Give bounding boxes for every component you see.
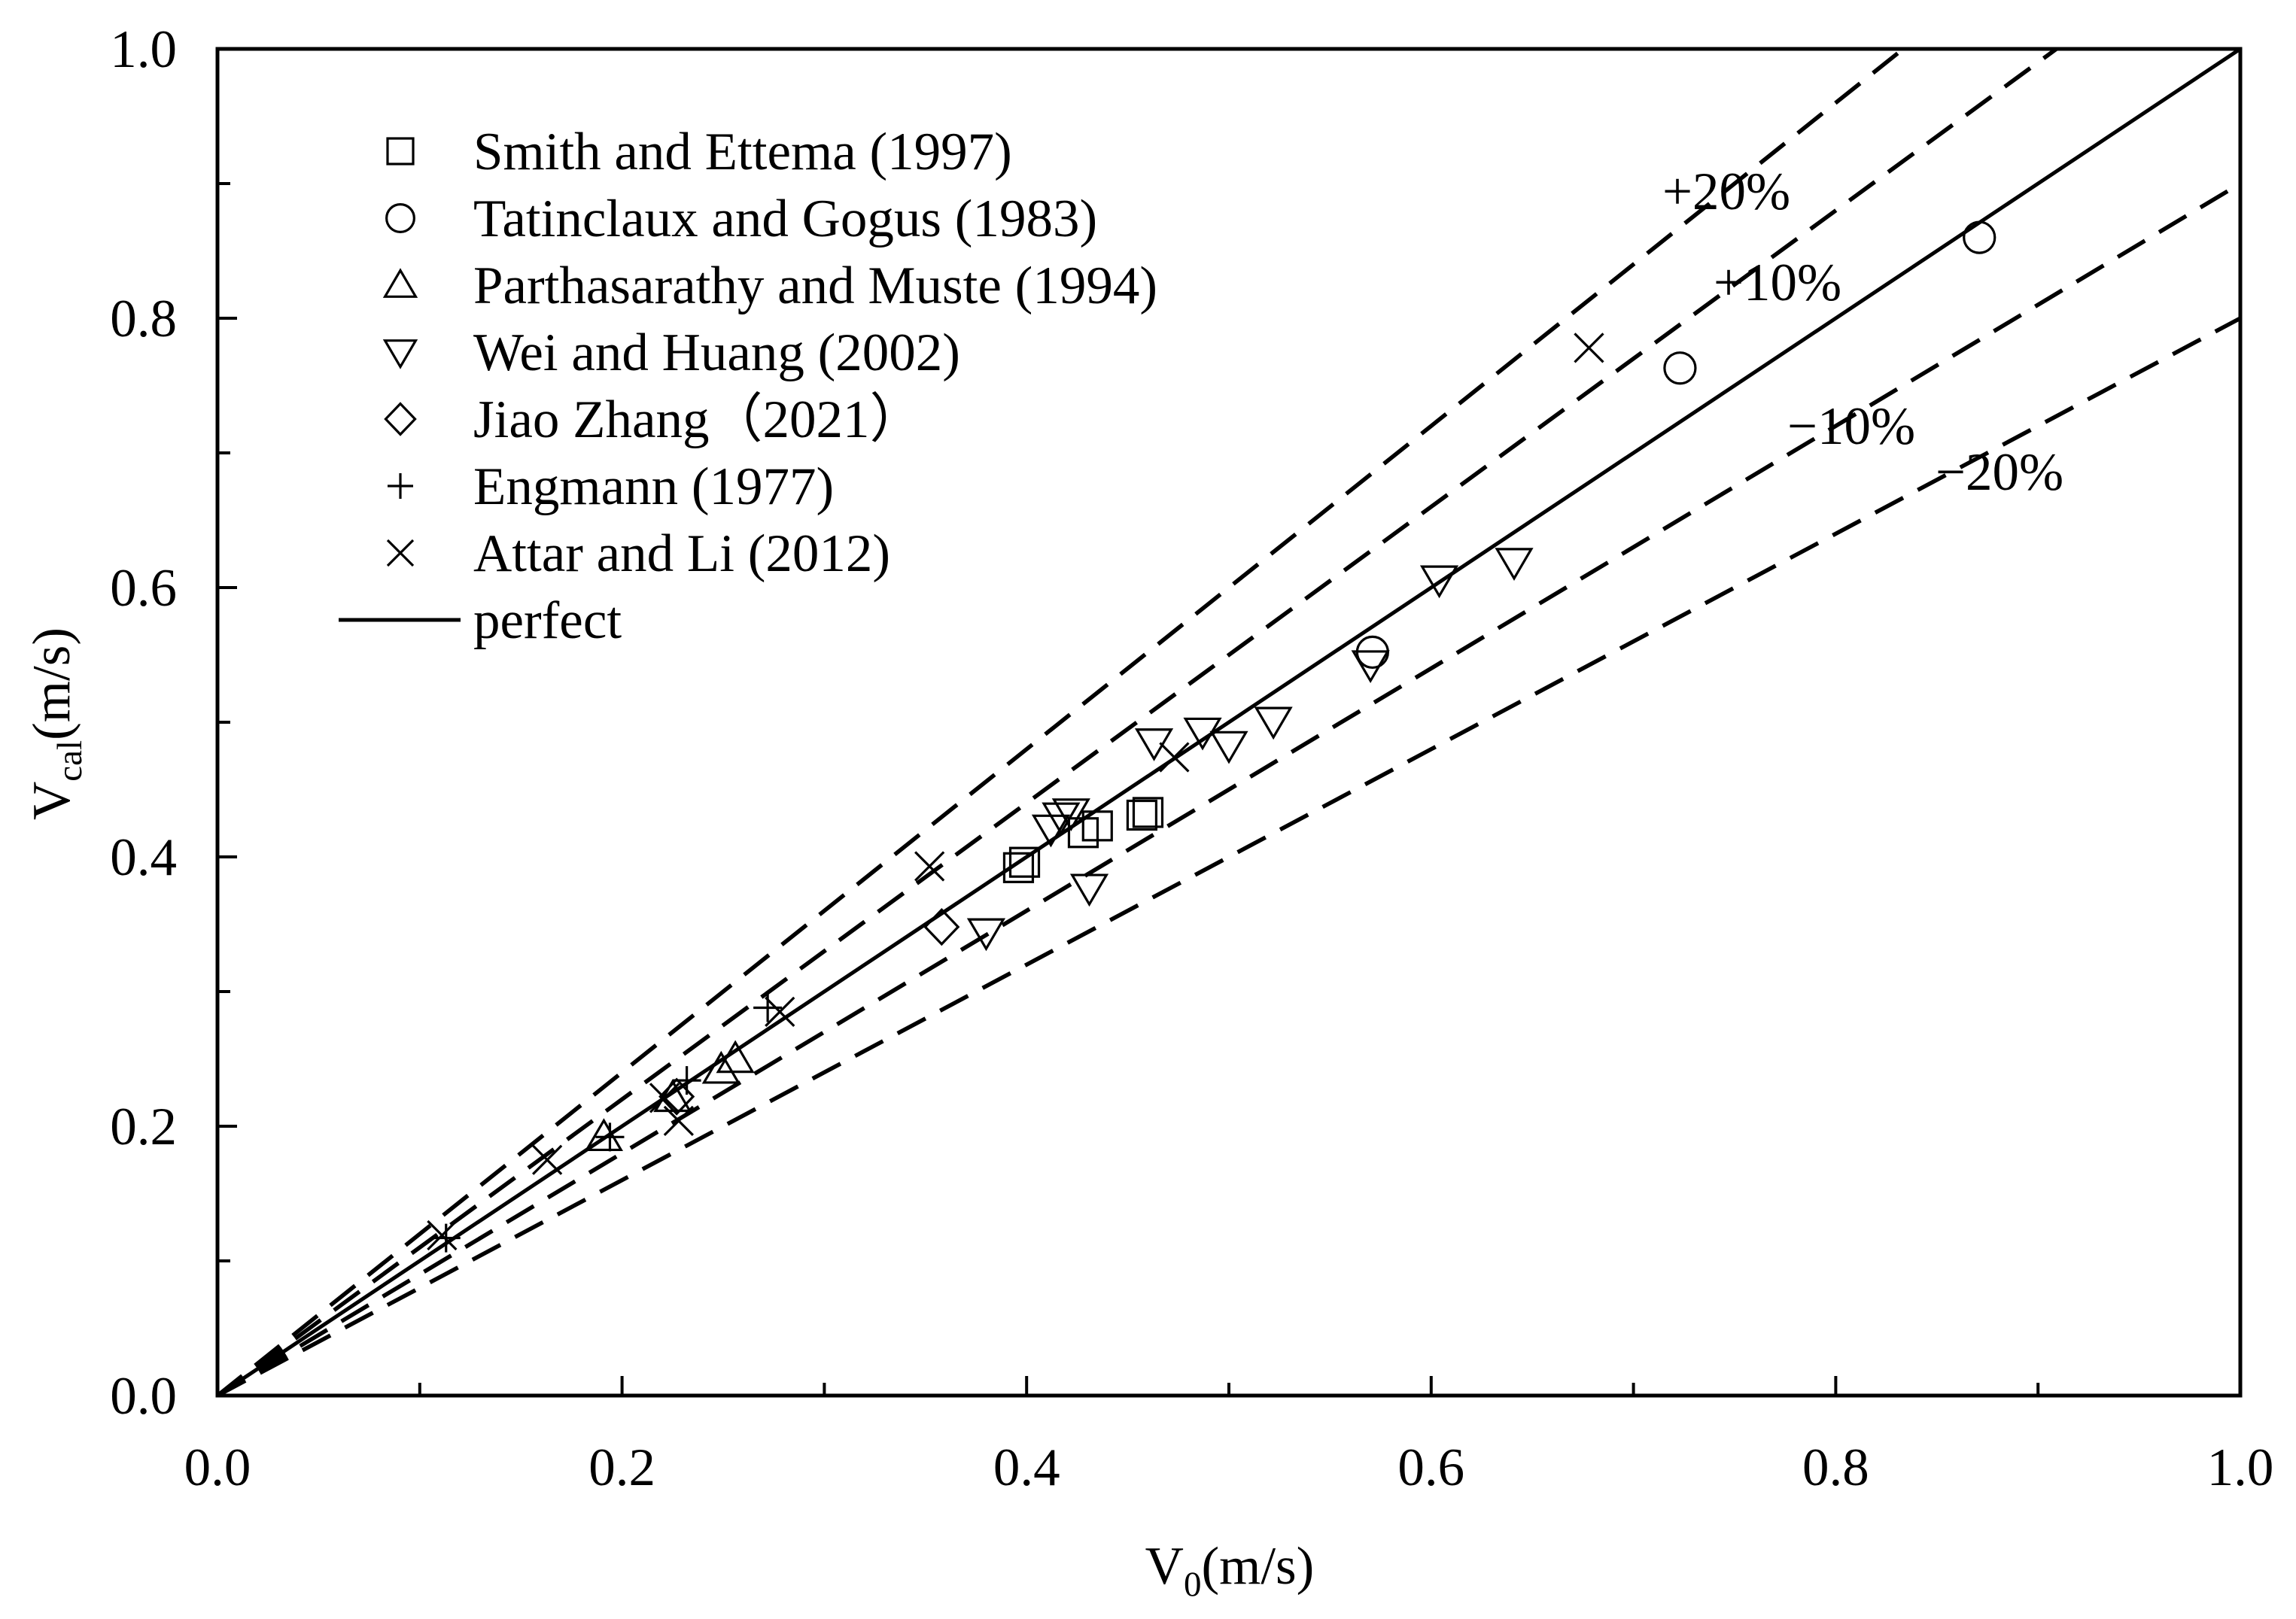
x-axis-label: V0(m/s): [1145, 1537, 1315, 1604]
legend-label: Parthasarathy and Muste (1994): [473, 257, 1157, 315]
data-point-triangle-down: [1051, 798, 1090, 831]
y-axis-label-symbol: V: [23, 782, 81, 820]
data-point-triangle-down: [1042, 802, 1081, 836]
data-point-cross: [663, 1105, 694, 1136]
legend-item: Tatinclaux and Gogus (1983): [385, 190, 1097, 248]
legend-item: Jiao Zhang（2021）: [384, 390, 923, 449]
data-point-plus: [595, 1122, 625, 1152]
x-tick-label: 0.2: [588, 1438, 655, 1497]
y-tick-label: 1.0: [110, 20, 177, 79]
data-point-triangle-up: [716, 1040, 755, 1074]
x-axis-label-unit: (m/s): [1201, 1537, 1314, 1596]
y-axis-label-subscript: cal: [50, 740, 90, 782]
reference-line-labels: +20% +10% −10% −20%: [1662, 163, 2063, 502]
reference-line-label: +20%: [1662, 163, 1790, 221]
data-point-plus: [672, 1066, 701, 1095]
data-point-triangle-down: [1209, 731, 1248, 764]
data-point-circle: [1663, 351, 1697, 385]
legend-label: Wei and Huang (2002): [473, 323, 960, 382]
x-axis-label-symbol: V: [1145, 1537, 1184, 1596]
reference-line-dashed: [217, 49, 2058, 1396]
data-point-triangle-down: [966, 918, 1006, 952]
legend-item: Engmann (1977): [388, 457, 834, 516]
data-point-triangle-up: [701, 1050, 740, 1084]
y-axis-label-unit: (m/s): [23, 627, 81, 740]
data-point-square: [1126, 799, 1158, 831]
y-tick-label: 0.0: [110, 1367, 177, 1426]
y-tick-label: 0.4: [110, 828, 177, 887]
legend-label: perfect: [473, 591, 622, 650]
legend-item-perfect: perfect: [339, 591, 622, 650]
data-point-circle: [1963, 220, 1996, 254]
legend-label: Smith and Ettema (1997): [473, 123, 1012, 181]
reference-line-dashed: [217, 181, 2240, 1396]
perfect-line: [217, 49, 2240, 1396]
data-point-square: [1002, 852, 1035, 883]
legend-item: Smith and Ettema (1997): [386, 123, 1012, 181]
legend-marker-plus: [388, 473, 413, 499]
data-point-cross: [765, 996, 795, 1027]
y-axis-label: Vcal(m/s): [23, 627, 90, 820]
data-point-cross: [1574, 333, 1604, 363]
data-point-triangle-up: [584, 1118, 623, 1152]
reference-lines: [217, 49, 2240, 1396]
x-tick-label: 0.0: [184, 1438, 251, 1497]
legend-item: Wei and Huang (2002): [382, 323, 960, 382]
legend-marker-circle: [385, 203, 415, 233]
data-point-triangle-down: [1351, 650, 1390, 684]
reference-line-label: +10%: [1714, 254, 1841, 312]
y-tick-labels: 0.0 0.2 0.4 0.6 0.8 1.0: [110, 20, 177, 1426]
legend-marker-diamond: [384, 402, 417, 436]
data-point-diamond: [923, 907, 960, 946]
data-markers: [427, 220, 1996, 1253]
data-point-square: [1132, 797, 1164, 828]
legend-item: Parthasarathy and Muste (1994): [382, 257, 1157, 315]
data-point-cross: [427, 1220, 458, 1251]
x-tick-labels: 0.0 0.2 0.4 0.6 0.8 1.0: [184, 1438, 2274, 1497]
data-point-triangle-down: [1495, 548, 1534, 582]
legend-label: Jiao Zhang（2021）: [473, 390, 923, 449]
y-tick-label: 0.6: [110, 559, 177, 618]
x-tick-label: 0.4: [993, 1438, 1060, 1497]
legend-label: Tatinclaux and Gogus (1983): [473, 190, 1097, 248]
x-axis-ticks: [418, 1376, 2040, 1396]
series-triangle-down: [966, 548, 1534, 952]
series-square: [1002, 797, 1164, 883]
data-point-square: [1081, 810, 1113, 842]
legend-marker-cross: [386, 539, 415, 567]
reference-line-label: −20%: [1936, 443, 2063, 502]
y-axis-ticks: [217, 182, 237, 1262]
reference-line-label: −10%: [1787, 397, 1915, 456]
data-point-cross: [649, 1083, 680, 1113]
data-point-triangle-down: [1134, 728, 1174, 761]
legend-label: Attar and Li (2012): [473, 524, 890, 583]
legend: Smith and Ettema (1997) Tatinclaux and Go…: [339, 123, 1157, 650]
legend-item: Attar and Li (2012): [386, 524, 890, 583]
data-point-triangle-down: [1254, 706, 1293, 740]
y-tick-label: 0.8: [110, 290, 177, 348]
series-cross: [427, 333, 1604, 1251]
data-point-triangle-down: [1069, 873, 1109, 907]
legend-marker-triangle-down: [382, 339, 418, 369]
data-point-plus: [753, 993, 783, 1022]
x-axis-label-subscript: 0: [1184, 1565, 1202, 1604]
x-tick-label: 0.6: [1397, 1438, 1464, 1497]
data-point-triangle-down: [1419, 565, 1459, 599]
data-point-cross: [532, 1144, 563, 1175]
data-point-cross: [1159, 742, 1190, 773]
legend-marker-square: [386, 137, 415, 166]
x-tick-label: 0.8: [1802, 1438, 1869, 1497]
data-point-square: [1008, 846, 1041, 878]
x-tick-label: 1.0: [2207, 1438, 2274, 1497]
legend-marker-triangle-up: [382, 268, 418, 298]
data-point-cross: [914, 851, 945, 882]
legend-label: Engmann (1977): [473, 457, 834, 516]
reference-line-dashed: [217, 49, 1905, 1396]
y-tick-label: 0.2: [110, 1098, 177, 1156]
